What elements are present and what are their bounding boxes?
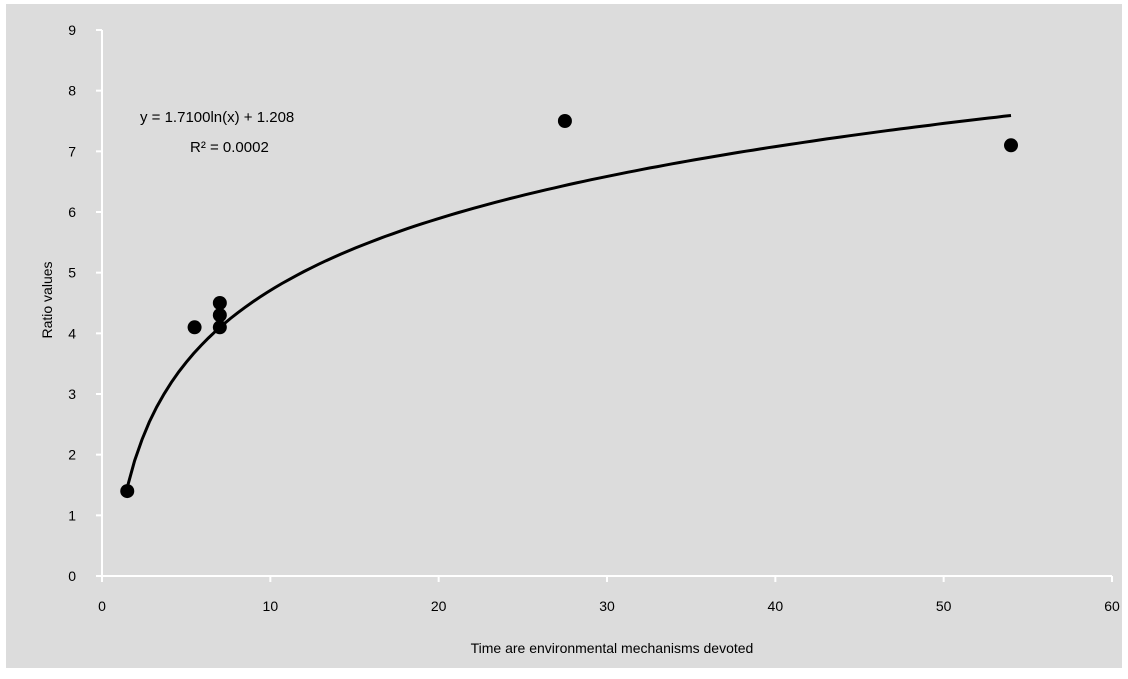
y-tick-label: 3: [68, 386, 76, 402]
r-squared-label: R² = 0.0002: [190, 139, 269, 156]
chart-background: [6, 4, 1122, 668]
y-tick-label: 9: [68, 22, 76, 38]
data-point: [120, 484, 135, 499]
y-tick-label: 6: [68, 204, 76, 220]
y-tick-label: 8: [68, 83, 76, 99]
y-axis-title: Ratio values: [39, 261, 55, 338]
x-tick-label: 10: [263, 598, 279, 614]
data-point: [212, 320, 227, 335]
x-axis-title: Time are environmental mechanisms devote…: [471, 640, 754, 656]
x-tick-label: 20: [431, 598, 447, 614]
y-tick-label: 7: [68, 143, 76, 159]
y-tick-label: 1: [68, 507, 76, 523]
x-tick-label: 40: [768, 598, 784, 614]
data-point: [187, 320, 202, 335]
trendline: [125, 114, 1012, 488]
data-point: [212, 296, 227, 310]
x-tick-label: 60: [1104, 598, 1120, 614]
equation-label: y = 1.7100ln(x) + 1.208: [140, 109, 294, 126]
axes: [96, 29, 1113, 582]
tick-labels: 0 1 2 3 4 5 6 7 8 9 0 10 20 30 40 50 60: [68, 22, 1120, 614]
data-point: [557, 114, 572, 128]
x-tick-label: 30: [599, 598, 615, 614]
y-tick-label: 2: [68, 447, 76, 463]
y-tick-label: 0: [68, 568, 76, 584]
data-points: [120, 114, 1018, 499]
x-tick-label: 0: [98, 598, 106, 614]
data-point: [1004, 138, 1018, 153]
x-tick-label: 50: [936, 598, 952, 614]
y-tick-label: 4: [68, 325, 76, 341]
data-point: [212, 308, 227, 323]
y-tick-label: 5: [68, 265, 76, 281]
